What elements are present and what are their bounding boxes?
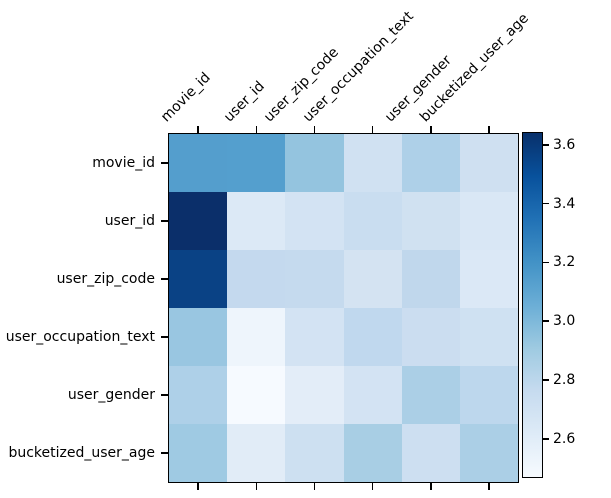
heatmap-cell (343, 366, 403, 425)
y-tick (161, 452, 168, 454)
x-tick (255, 483, 257, 490)
x-axis-label: movie_id (158, 69, 214, 126)
heatmap-cell (169, 192, 228, 251)
heatmap-cell (285, 424, 344, 483)
heatmap-cell (459, 250, 519, 309)
heatmap-cell (227, 134, 286, 193)
y-axis-label: user_id (104, 213, 155, 229)
heatmap-grid (169, 134, 519, 483)
heatmap-cell (169, 424, 228, 483)
heatmap-cell (285, 308, 344, 367)
heatmap-cell (459, 424, 519, 483)
y-tick (161, 162, 168, 164)
heatmap-cell (401, 134, 461, 193)
colorbar-tick (543, 438, 549, 440)
y-tick (161, 336, 168, 338)
x-tick (313, 126, 316, 133)
y-tick (161, 394, 168, 396)
heatmap-cell (401, 366, 461, 425)
y-tick (161, 220, 168, 222)
heatmap-cell (227, 308, 286, 367)
y-axis-label: movie_id (92, 155, 155, 171)
y-axis-label: bucketized_user_age (8, 445, 155, 461)
colorbar-tick-label: 2.6 (553, 430, 576, 447)
x-tick (430, 126, 432, 133)
heatmap-cell (343, 308, 403, 367)
x-tick (255, 126, 257, 133)
heatmap-cell (401, 192, 461, 251)
heatmap-cell (459, 134, 519, 193)
heatmap-cell (285, 366, 344, 425)
heatmap-cell (343, 192, 403, 251)
y-axis-label: user_zip_code (56, 271, 155, 287)
colorbar-tick-label: 3.6 (553, 136, 576, 153)
heatmap-cell (227, 366, 286, 425)
heatmap-cell (285, 192, 344, 251)
heatmap-cell (401, 308, 461, 367)
colorbar-tick-label: 2.8 (553, 371, 576, 388)
x-tick (197, 126, 199, 133)
heatmap-cell (169, 366, 228, 425)
colorbar-tick-label: 3.2 (553, 254, 576, 271)
heatmap-cell (227, 192, 286, 251)
heatmap-cell (227, 424, 286, 483)
y-axis-label: user_occupation_text (5, 329, 155, 345)
heatmap-cell (401, 250, 461, 309)
y-tick (161, 278, 168, 280)
colorbar-tick (543, 320, 549, 322)
x-axis-label: user_id (221, 78, 269, 126)
heatmap-cell (169, 308, 228, 367)
heatmap-cell (343, 250, 403, 309)
heatmap-cell (343, 424, 403, 483)
heatmap-cell (401, 424, 461, 483)
x-tick (313, 483, 316, 490)
colorbar-tick (543, 144, 549, 146)
x-tick (371, 126, 374, 133)
colorbar-tick (543, 379, 549, 381)
x-tick (488, 483, 490, 490)
heatmap-cell (459, 308, 519, 367)
colorbar (522, 132, 543, 478)
colorbar-tick (543, 202, 549, 205)
x-tick (488, 126, 490, 133)
x-tick (371, 483, 374, 490)
heatmap-cell (459, 366, 519, 425)
heatmap-cell (169, 134, 228, 193)
x-tick (197, 483, 199, 490)
heatmap-cell (459, 192, 519, 251)
heatmap-cell (169, 250, 228, 309)
colorbar-tick (543, 261, 549, 264)
y-axis-label: user_gender (67, 387, 155, 403)
colorbar-tick-label: 3.4 (553, 195, 576, 212)
heatmap-cell (227, 250, 286, 309)
colorbar-tick-label: 3.0 (553, 313, 576, 330)
x-tick (430, 483, 432, 490)
heatmap-cell (343, 134, 403, 193)
heatmap-cell (285, 250, 344, 309)
heatmap-cell (285, 134, 344, 193)
